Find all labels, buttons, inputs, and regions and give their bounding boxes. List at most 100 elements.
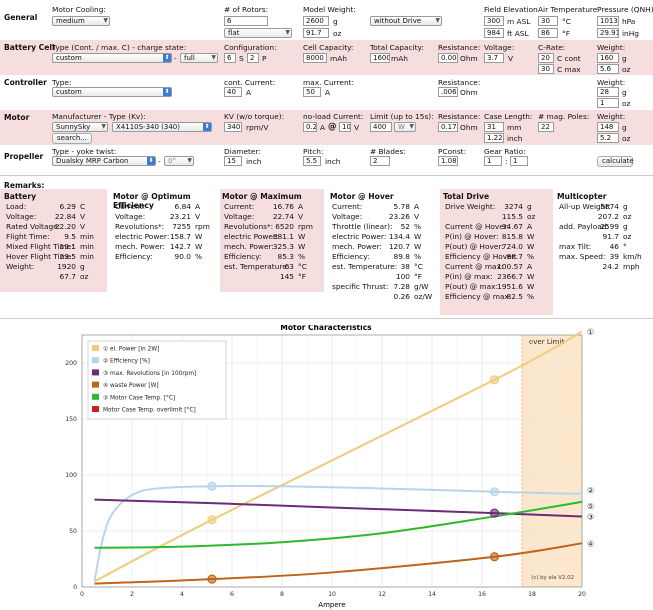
propeller-type-select[interactable]: Dualsky MRP Carbon ⬍ bbox=[52, 156, 156, 166]
battery-result-value: 6.29 bbox=[59, 202, 76, 211]
motor-resistance-input[interactable]: 0.177 bbox=[438, 122, 458, 132]
battery-weight-g-unit: g bbox=[622, 54, 627, 63]
case-length-label: Case Length: bbox=[484, 112, 533, 121]
mag-poles-input[interactable]: 22 bbox=[538, 122, 554, 132]
air-temp-f-input[interactable]: 86 bbox=[538, 28, 558, 38]
yoke-twist-select[interactable]: 0° ▼ bbox=[164, 156, 194, 166]
legend-label: ⑤ Motor Case Temp. [°C] bbox=[103, 394, 175, 401]
total-result-unit: g bbox=[527, 202, 532, 211]
total-result-label: P(in) @ Hover: bbox=[445, 232, 499, 241]
noload-current-unit: A bbox=[320, 123, 326, 132]
battery-row: Battery Cell Type (Cont. / max. C) - cha… bbox=[0, 40, 653, 75]
optimum-result-label: Revolutions*: bbox=[115, 222, 165, 231]
legend-swatch bbox=[92, 393, 99, 400]
multicopter-result-unit: g bbox=[623, 202, 628, 211]
field-elevation-m-input[interactable]: 300 bbox=[484, 16, 504, 26]
total-capacity-input[interactable]: 16000 bbox=[370, 53, 390, 63]
battery-result-label: Flight Time: bbox=[6, 232, 50, 241]
battery-type-select[interactable]: custom ⬍ bbox=[52, 53, 172, 63]
hover-result-label: Throttle (linear): bbox=[332, 222, 393, 231]
optimum-result-value: 6.84 bbox=[174, 202, 191, 211]
battery-result-label: Load: bbox=[6, 202, 27, 211]
controller-resistance-input[interactable]: .006 bbox=[438, 87, 458, 97]
crate-cont-input[interactable]: 20 bbox=[538, 53, 554, 63]
battery-resistance-label: Resistance: bbox=[438, 43, 481, 52]
multicopter-result-row: 91.7 oz bbox=[557, 232, 649, 242]
drive-select[interactable]: without Drive ▼ bbox=[370, 16, 442, 26]
voltage-input[interactable]: 3.7 bbox=[484, 53, 504, 63]
maximum-result-unit: A bbox=[298, 202, 304, 211]
battery-results-title: Battery bbox=[4, 192, 37, 201]
pconst-input[interactable]: 1.08 bbox=[438, 156, 458, 166]
series-marker bbox=[207, 515, 217, 525]
total-result-row: Drive Weight: 3274 g bbox=[443, 202, 551, 212]
controller-type-select[interactable]: custom ⬍ bbox=[52, 87, 172, 97]
motor-weight-oz-input[interactable]: 5.2 bbox=[597, 133, 619, 143]
gear-ratio-b-input[interactable]: 1 bbox=[510, 156, 528, 166]
limit-unit-select[interactable]: W ▼ bbox=[394, 122, 416, 132]
max-current-input[interactable]: 50 bbox=[303, 87, 321, 97]
calculate-button[interactable]: calculate bbox=[597, 156, 634, 167]
x-tick-label: 18 bbox=[528, 591, 536, 598]
noload-voltage-input[interactable]: 10 bbox=[339, 122, 351, 132]
controller-weight-oz-input[interactable]: 1 bbox=[597, 98, 619, 108]
maximum-result-label: est. Temperature: bbox=[224, 262, 290, 271]
multicopter-result-row: 24.2 mph bbox=[557, 262, 649, 272]
multicopter-result-unit: g bbox=[623, 222, 628, 231]
diameter-input[interactable]: 15 bbox=[224, 156, 242, 166]
maximum-result-value: 381.1 bbox=[272, 232, 294, 241]
motor-cooling-select[interactable]: medium ▼ bbox=[52, 16, 110, 26]
total-result-label: Efficiency @ Hover: bbox=[445, 252, 518, 261]
model-weight-input[interactable]: 2600 bbox=[303, 16, 329, 26]
cell-capacity-input[interactable]: 8000 bbox=[303, 53, 327, 63]
cont-current-input[interactable]: 40 bbox=[224, 87, 242, 97]
case-length-in-unit: inch bbox=[507, 134, 523, 143]
chevron-down-icon: ▼ bbox=[187, 157, 192, 164]
manufacturer-select[interactable]: SunnySky ▼ bbox=[52, 122, 108, 132]
optimum-result-label: Current: bbox=[115, 202, 146, 211]
limit-input[interactable]: 400 bbox=[370, 122, 392, 132]
motor-type-select[interactable]: X4110S-340 (340) ⬍ bbox=[112, 122, 212, 132]
model-weight-oz-input[interactable]: 91.7 bbox=[303, 28, 329, 38]
optimum-results-title: Motor @ Optimum Efficiency bbox=[113, 192, 191, 210]
battery-weight-oz-input[interactable]: 5.6 bbox=[597, 64, 619, 74]
case-length-in-input[interactable]: 1.22 bbox=[484, 133, 504, 143]
hover-result-label: mech. Power: bbox=[332, 242, 382, 251]
battery-result-row: Load: 6.29 C bbox=[4, 202, 104, 212]
rotors-input[interactable]: 6 bbox=[224, 16, 268, 26]
battery-result-label: Rated Voltage: bbox=[6, 222, 61, 231]
pressure-inhg-input[interactable]: 29.91 bbox=[597, 28, 619, 38]
motor-cooling-label: Motor Cooling: bbox=[52, 5, 106, 14]
gear-ratio-a-input[interactable]: 1 bbox=[484, 156, 502, 166]
pressure-hpa-input[interactable]: 1013 bbox=[597, 16, 619, 26]
controller-weight-oz-unit: oz bbox=[622, 99, 631, 108]
frame-select[interactable]: flat ▼ bbox=[224, 28, 292, 38]
hover-result-unit: °F bbox=[414, 272, 422, 281]
x-tick-label: 8 bbox=[280, 591, 284, 598]
noload-current-input[interactable]: 0.2 bbox=[303, 122, 317, 132]
controller-resistance-label: Resistance: bbox=[438, 78, 481, 87]
total-results-title: Total Drive bbox=[443, 192, 490, 201]
over-limit-label: over Limit bbox=[529, 338, 564, 346]
optimum-result-row: Current: 6.84 A bbox=[113, 202, 217, 212]
hover-result-value: 134.4 bbox=[388, 232, 410, 241]
case-length-mm-input[interactable]: 31 bbox=[484, 122, 504, 132]
field-elevation-ft-unit: ft ASL bbox=[507, 29, 529, 38]
total-result-row: Current @ max: 100.57 A bbox=[443, 262, 551, 272]
kv-input[interactable]: 340 bbox=[224, 122, 242, 132]
optimum-result-unit: rpm bbox=[195, 222, 210, 231]
motor-weight-g-input[interactable]: 148 bbox=[597, 122, 619, 132]
blades-input[interactable]: 2 bbox=[370, 156, 390, 166]
config-s-input[interactable]: 6 bbox=[224, 53, 236, 63]
air-temp-c-input[interactable]: 30 bbox=[538, 16, 558, 26]
crate-max-input[interactable]: 30 bbox=[538, 64, 554, 74]
controller-weight-g-input[interactable]: 28 bbox=[597, 87, 619, 97]
pitch-input[interactable]: 5.5 bbox=[303, 156, 321, 166]
config-p-input[interactable]: 2 bbox=[247, 53, 259, 63]
battery-result-unit: g bbox=[80, 262, 85, 271]
charge-state-select[interactable]: full ▼ bbox=[180, 53, 218, 63]
motor-search-button[interactable]: search... bbox=[52, 133, 92, 144]
field-elevation-ft-input[interactable]: 984 bbox=[484, 28, 504, 38]
battery-resistance-input[interactable]: 0.002 bbox=[438, 53, 458, 63]
battery-weight-g-input[interactable]: 160 bbox=[597, 53, 619, 63]
